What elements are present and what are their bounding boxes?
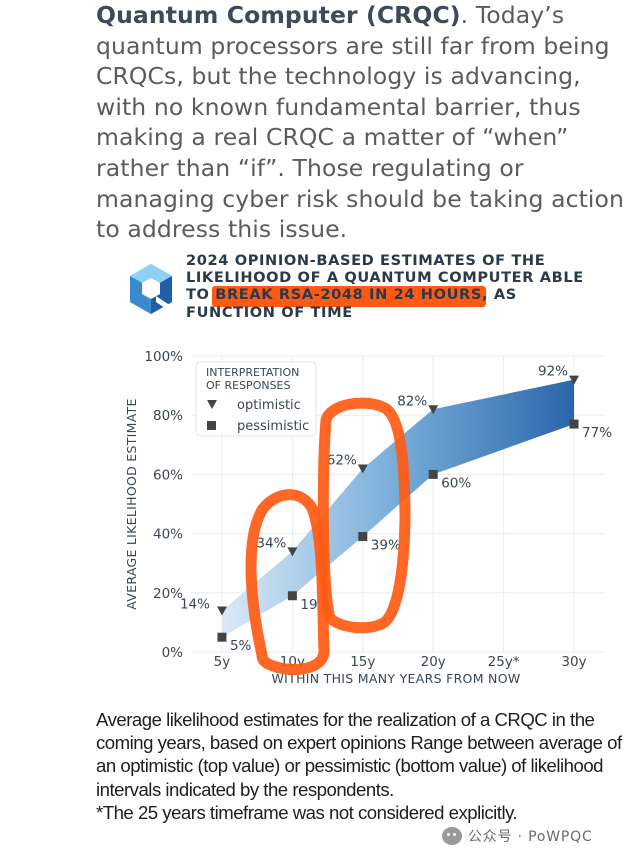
y-tick-label: 40% [153,527,183,543]
pessimistic-point [428,469,438,479]
x-tick-label: 30y [561,654,586,670]
y-tick-label: 100% [144,349,183,365]
y-axis-label: AVERAGE LIKELIHOOD ESTIMATE [124,398,139,610]
optimistic-data-label: 82% [397,393,427,409]
chart-data-labels: 14%34%62%82%92%5%19%39%60%77% [180,364,612,655]
likelihood-band [221,379,575,638]
caption-main: Average likelihood estimates for the rea… [96,709,622,800]
x-tick-label: 20y [421,654,446,670]
pessimistic-data-label: 60% [441,475,471,491]
optimistic-point [287,547,298,557]
pessimistic-data-label: 77% [582,425,612,441]
optimistic-point [216,606,227,616]
optimistic-point [569,375,580,385]
legend-optimistic-marker [207,400,217,409]
legend-pessimistic-label: pessimistic [237,419,309,434]
legend-box [195,361,317,437]
hand-annotations [245,397,411,675]
x-tick-label: 5y [214,654,231,670]
y-tick-label: 80% [153,408,183,424]
pessimistic-data-label: 39% [371,538,401,554]
intro-strong: Quantum Computer (CRQC) [96,1,461,29]
pessimistic-data-label: 5% [230,638,252,654]
y-tick-label: 0% [162,645,184,661]
watermark: 公众号 · PoWPQC [442,826,593,846]
intro-text: . Today’s quantum processors are still f… [96,1,625,244]
legend-title-line1: INTERPRETATION [206,366,299,379]
legend-optimistic-label: optimistic [237,398,301,413]
chart-title: 2024 OPINION-BASED ESTIMATES OF THE LIKE… [186,252,606,321]
intro-paragraph: Quantum Computer (CRQC). Today’s quantum… [96,0,636,245]
pessimistic-point [287,591,297,601]
legend: INTERPRETATION OF RESPONSES optimistic p… [195,361,317,437]
optimistic-point [357,464,368,474]
y-tick-label: 20% [153,586,183,602]
annotation-loop-15y [317,397,411,634]
likelihood-chart: 0%20%40%60%80%100%5y 10y 15y 20y 25y* 30y 14%… [124,349,612,686]
optimistic-data-label: 62% [327,452,357,468]
pessimistic-point [358,532,368,542]
chart-title-part-b: , AS FUNCTION OF TIME [186,286,517,321]
x-tick-label: 25y* [488,654,520,670]
caption-footnote: *The 25 years timeframe was not consider… [96,801,518,823]
optimistic-data-label: 34% [256,535,286,551]
logo-icon [130,264,172,314]
optimistic-data-label: 14% [180,597,210,613]
chart-title-part-a: 2024 OPINION-BASED ESTIMATES OF THE LIKE… [186,252,584,304]
chart-title-highlight: BREAK RSA-2048 IN 24 HOURS [215,286,482,304]
chart-markers [216,375,580,642]
y-tick-label: 60% [153,467,183,483]
figure-caption: Average likelihood estimates for the rea… [96,708,636,824]
optimistic-data-label: 92% [538,364,568,380]
x-axis-label: WITHIN THIS MANY YEARS FROM NOW [271,671,520,686]
wechat-icon [442,827,462,845]
optimistic-point [428,405,439,415]
chart-axes: 0%20%40%60%80%100%5y 10y 15y 20y 25y* 30y [144,349,586,670]
legend-title-line2: OF RESPONSES [206,379,291,392]
pessimistic-point [217,632,227,642]
legend-pessimistic-marker [207,421,216,430]
pessimistic-point [569,419,579,429]
watermark-text: 公众号 · PoWPQC [468,829,593,845]
x-tick-label: 15y [350,654,375,670]
